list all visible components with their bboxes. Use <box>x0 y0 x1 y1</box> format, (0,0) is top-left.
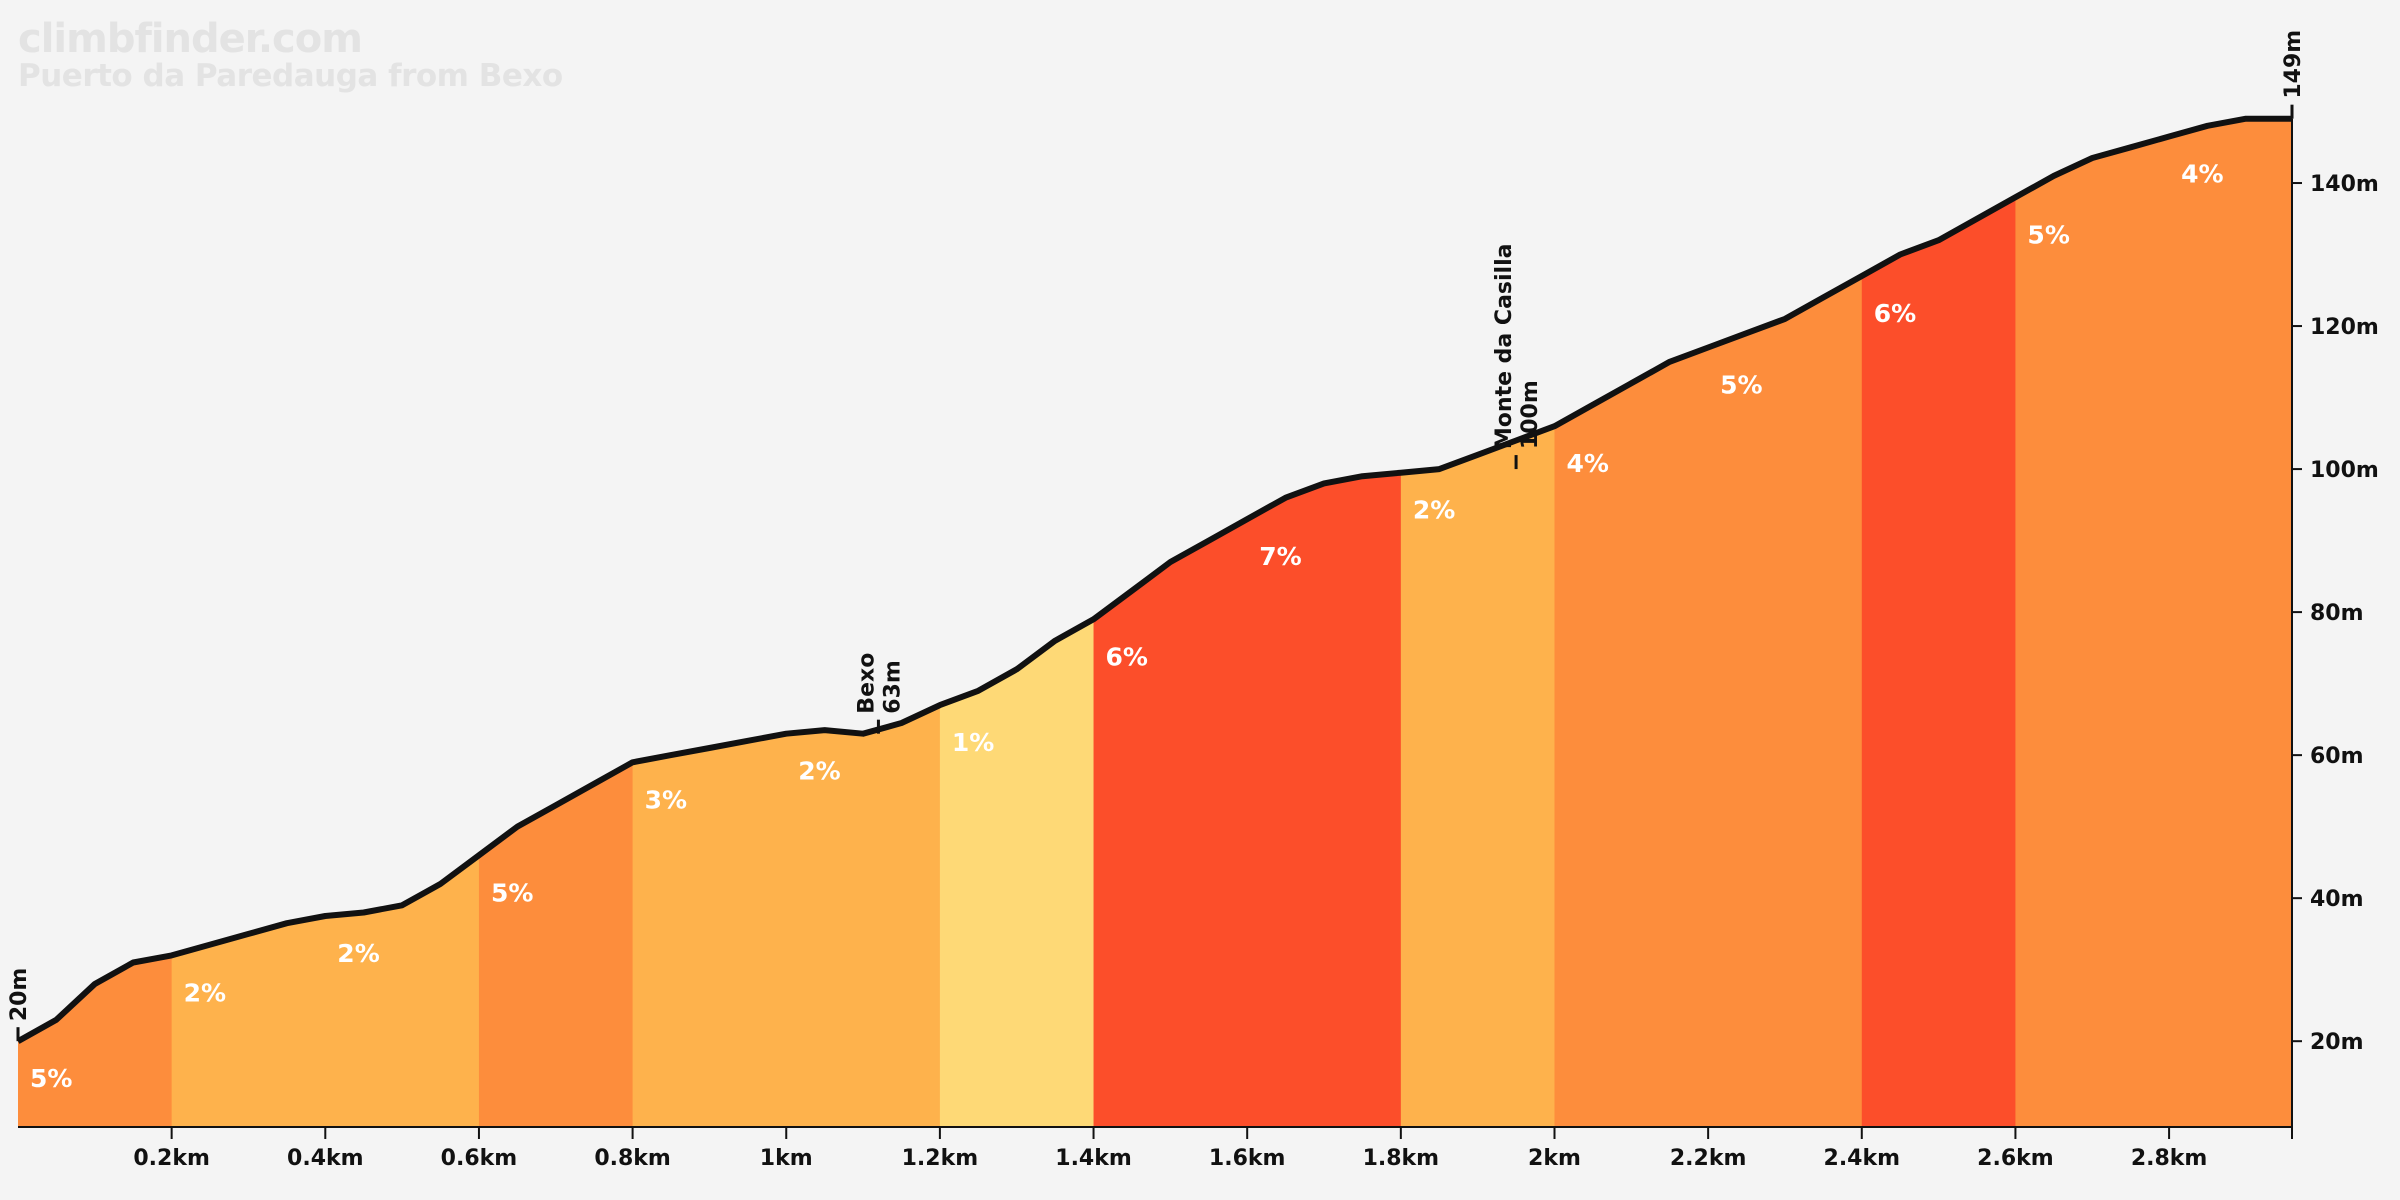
grade-segment <box>1400 118 1555 1127</box>
grade-label: 4% <box>1566 449 1608 478</box>
grade-label: 2% <box>798 757 840 786</box>
x-tick-label: 1.8km <box>1363 1146 1440 1171</box>
x-tick-label: 1.4km <box>1055 1146 1132 1171</box>
watermark-title: Puerto da Paredauga from Bexo <box>18 58 563 94</box>
x-tick-label: 2.2km <box>1670 1146 1747 1171</box>
watermark: climbfinder.com Puerto da Paredauga from… <box>18 18 563 93</box>
x-tick-label: 0.6km <box>441 1146 518 1171</box>
poi-label: Bexo <box>854 653 879 714</box>
grade-label: 2% <box>337 939 379 968</box>
grade-labels: 5% 2% 2% 5% 3% 2% 1% 6% 7% 2% 4% 5% 6% 5% 4% <box>30 160 2224 1094</box>
grade-label: 5% <box>491 878 533 907</box>
poi-label: 149m <box>2281 30 2306 99</box>
x-tick-label: 1.6km <box>1209 1146 1286 1171</box>
grade-label: 7% <box>1259 542 1301 571</box>
y-tick-label: 80m <box>2310 601 2364 626</box>
poi-label: 20m <box>7 968 32 1022</box>
elevation-line <box>16 115 2292 1044</box>
grade-label: 6% <box>1106 642 1148 671</box>
grade-label: 2% <box>1413 496 1455 525</box>
grade-label: 3% <box>645 785 687 814</box>
grade-segment <box>1861 118 2016 1127</box>
grade-segment <box>171 118 480 1127</box>
grade-label: 5% <box>1720 371 1762 400</box>
grade-segment <box>1093 118 1402 1127</box>
grade-label: 1% <box>952 728 994 757</box>
poi-label: 100m <box>1518 380 1543 449</box>
y-tick-label: 60m <box>2310 744 2364 769</box>
poi-label: Monte da Casilla <box>1492 244 1517 450</box>
grade-segment <box>2015 118 2292 1127</box>
grade-segment <box>632 118 941 1127</box>
grade-label: 4% <box>2181 160 2223 189</box>
y-tick-label: 140m <box>2310 172 2379 197</box>
x-tick-label: 0.4km <box>287 1146 364 1171</box>
x-tick-label: 2km <box>1528 1146 1581 1171</box>
grade-segment <box>1554 118 1863 1127</box>
grade-label: 6% <box>1874 299 1916 328</box>
x-tick-label: 0.2km <box>133 1146 210 1171</box>
grade-segment <box>939 118 1095 1127</box>
poi-label: 63m <box>880 660 905 714</box>
y-tick-label: 100m <box>2310 458 2379 483</box>
y-tick-label: 20m <box>2310 1030 2364 1055</box>
axes: 0.2km 0.4km 0.6km 0.8km 1km 1.2km 1.4km 1.6km 1.… <box>18 118 2379 1171</box>
grade-label: 5% <box>2027 220 2069 249</box>
watermark-site: climbfinder.com <box>18 16 363 62</box>
x-tick-label: 2.6km <box>1977 1146 2054 1171</box>
grade-segment <box>478 118 634 1127</box>
y-tick-label: 120m <box>2310 315 2379 340</box>
y-tick-label: 40m <box>2310 887 2364 912</box>
x-tick-label: 0.8km <box>594 1146 671 1171</box>
x-tick-label: 2.8km <box>2131 1146 2208 1171</box>
x-tick-label: 2.4km <box>1824 1146 1901 1171</box>
points-of-interest: 20m Bexo 63m Monte da Casilla 100m 149m <box>7 30 2306 1042</box>
x-tick-label: 1km <box>760 1146 813 1171</box>
grade-label: 2% <box>184 978 226 1007</box>
x-tick-label: 1.2km <box>902 1146 979 1171</box>
grade-label: 5% <box>30 1064 72 1093</box>
